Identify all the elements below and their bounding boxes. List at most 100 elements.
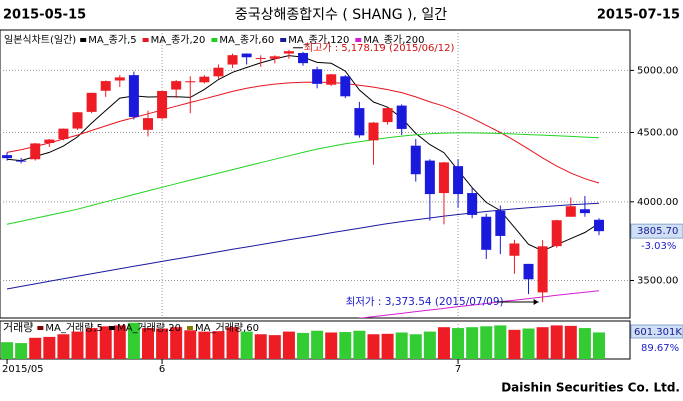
volume-title: 거래량 bbox=[3, 321, 33, 334]
start-date: 2015-05-15 bbox=[3, 8, 86, 23]
volume-bar bbox=[311, 330, 324, 359]
candle-body bbox=[114, 77, 125, 81]
volume-bar bbox=[578, 328, 591, 359]
legend-swatch bbox=[109, 326, 115, 330]
high-annotation: 최고가 : 5,178.19 (2015/06/12) bbox=[304, 42, 455, 54]
volume-bar bbox=[141, 328, 154, 359]
volume-bar bbox=[409, 334, 422, 359]
change: -3.03% bbox=[641, 241, 676, 252]
candle-body bbox=[185, 81, 196, 83]
candle-body bbox=[312, 69, 323, 84]
y-tick-label: 4000.00 bbox=[637, 197, 678, 208]
volume-bar bbox=[339, 332, 352, 359]
volume-bar bbox=[184, 330, 197, 359]
volume-bar bbox=[226, 327, 239, 359]
legend-swatch bbox=[80, 38, 87, 42]
candle-body bbox=[142, 118, 153, 130]
volume-bar bbox=[423, 331, 436, 359]
candle-body bbox=[199, 76, 210, 83]
volume-bar bbox=[508, 329, 521, 359]
x-tick-label: 6 bbox=[159, 364, 165, 375]
legend-title: 일본식차트(일간) bbox=[4, 34, 76, 46]
legend-label: MA_종가,60 bbox=[219, 34, 274, 46]
legend-swatch bbox=[355, 38, 362, 42]
volume-bar bbox=[353, 330, 366, 359]
volume-bar bbox=[282, 331, 295, 359]
candle-body bbox=[16, 160, 27, 162]
legend-label: MA_종가,200 bbox=[363, 34, 424, 46]
volume-ratio: 89.67% bbox=[641, 343, 679, 354]
volume-bar bbox=[395, 332, 408, 359]
candle-body bbox=[523, 263, 534, 280]
volume-bar bbox=[522, 328, 535, 359]
x-tick-label: 7 bbox=[455, 364, 461, 375]
volume-bar bbox=[564, 325, 577, 359]
candle-body bbox=[283, 51, 294, 54]
volume-bar bbox=[57, 334, 70, 359]
candle-body bbox=[2, 155, 13, 159]
candle-body bbox=[157, 91, 168, 119]
volume-bar bbox=[170, 327, 183, 359]
legend-label: MA_거래량,5 bbox=[45, 322, 103, 334]
candle-body bbox=[86, 92, 97, 112]
y-tick-label: 3500.00 bbox=[637, 275, 678, 286]
y-tick-label: 4500.00 bbox=[637, 127, 678, 138]
volume-bar bbox=[43, 336, 56, 359]
candle-body bbox=[438, 162, 449, 194]
candle-body bbox=[579, 209, 590, 214]
volume-bar bbox=[198, 331, 211, 359]
volume-bar bbox=[1, 342, 14, 359]
ma-line bbox=[6, 81, 600, 184]
candle-body bbox=[241, 53, 252, 58]
candle-body bbox=[255, 58, 266, 60]
low-annotation: 최저가 : 3,373.54 (2015/07/09) bbox=[346, 296, 504, 308]
volume-bar bbox=[297, 332, 310, 359]
footer: Daishin Securities Co. Ltd. bbox=[501, 381, 680, 395]
x-tick-label: 2015/05 bbox=[2, 364, 44, 375]
candle-body bbox=[424, 160, 435, 195]
volume-bar bbox=[113, 325, 126, 359]
volume-bar bbox=[466, 327, 479, 359]
volume-bar bbox=[99, 326, 112, 359]
legend-label: MA_거래량,60 bbox=[195, 322, 259, 334]
candle-body bbox=[171, 81, 182, 90]
end-date: 2015-07-15 bbox=[597, 8, 680, 23]
volume-bar bbox=[29, 337, 42, 359]
volume-bar bbox=[494, 325, 507, 359]
legend-swatch bbox=[37, 326, 44, 330]
candle-body bbox=[213, 67, 224, 77]
volume-bar bbox=[15, 343, 28, 359]
candle-body bbox=[227, 55, 238, 65]
legend-label: MA_거래량,20 bbox=[117, 322, 181, 334]
candle-body bbox=[481, 216, 492, 250]
legend-label: MA_종가,5 bbox=[88, 34, 136, 46]
legend-swatch bbox=[186, 326, 193, 330]
volume-bar bbox=[254, 334, 267, 359]
candle-body bbox=[495, 210, 506, 236]
volume-bar bbox=[156, 328, 169, 359]
candle-body bbox=[340, 76, 351, 97]
candle-body bbox=[44, 139, 55, 144]
volume-last: 601.301K bbox=[634, 327, 682, 338]
candle-body bbox=[382, 108, 393, 123]
volume-bar bbox=[268, 335, 281, 359]
volume-bar bbox=[367, 334, 380, 359]
candle-body bbox=[269, 56, 280, 59]
chart-title: 중국상해종합지수 ( SHANG ), 일간 bbox=[235, 7, 447, 23]
candle-body bbox=[551, 220, 562, 247]
volume-bar bbox=[212, 331, 225, 359]
volume-bar bbox=[240, 331, 253, 359]
candle-body bbox=[72, 112, 83, 129]
price-box bbox=[630, 223, 683, 239]
volume-bar bbox=[536, 327, 549, 359]
volume-bar bbox=[85, 328, 98, 359]
candle-body bbox=[396, 105, 407, 129]
legend-swatch bbox=[211, 38, 218, 42]
candle-body bbox=[58, 128, 69, 140]
candle-body bbox=[128, 75, 139, 117]
volume-bar bbox=[437, 327, 450, 359]
volume-bar bbox=[550, 325, 563, 359]
candle-body bbox=[354, 108, 365, 136]
volume-bar bbox=[325, 332, 338, 359]
candle-body bbox=[467, 193, 478, 215]
